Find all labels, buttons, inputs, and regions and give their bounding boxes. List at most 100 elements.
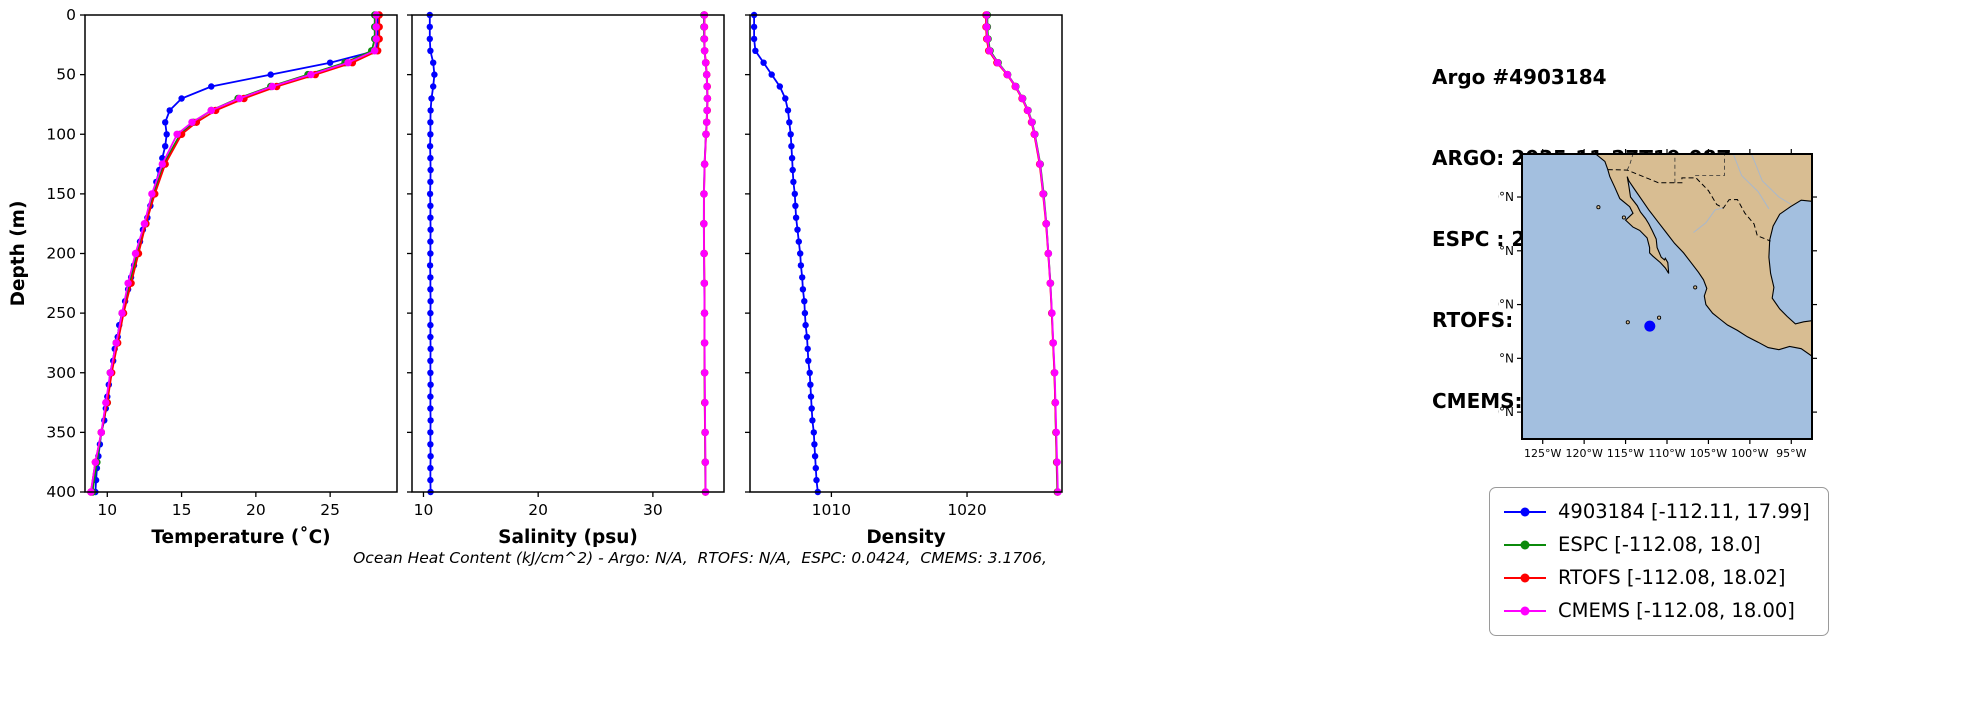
axes-frame bbox=[749, 14, 1063, 493]
y-axis-label: Depth (m) bbox=[8, 201, 29, 307]
data-point-marker bbox=[427, 166, 434, 174]
data-point-marker bbox=[808, 405, 815, 412]
data-point-marker bbox=[427, 119, 434, 126]
data-point-marker bbox=[427, 453, 434, 460]
y-tick-label: 400 bbox=[46, 483, 76, 501]
data-point-marker bbox=[1011, 82, 1020, 91]
data-point-marker bbox=[807, 381, 814, 388]
chart-temperature: 10 15 20 25050100150200250300350400Temperat… bbox=[8, 6, 398, 548]
data-point-marker bbox=[1042, 220, 1051, 228]
data-point-marker bbox=[148, 190, 156, 198]
data-point-marker bbox=[426, 143, 434, 150]
data-point-marker bbox=[1036, 160, 1044, 168]
data-point-marker bbox=[1046, 279, 1055, 287]
data-point-marker bbox=[701, 458, 710, 466]
island bbox=[1657, 315, 1662, 320]
x-tick-label: 25 bbox=[320, 501, 340, 519]
island bbox=[1596, 205, 1601, 210]
data-point-marker bbox=[776, 83, 783, 90]
data-point-marker bbox=[427, 405, 434, 412]
data-point-marker bbox=[805, 357, 812, 364]
data-point-marker bbox=[426, 190, 434, 198]
data-point-marker bbox=[703, 94, 712, 103]
data-point-marker bbox=[426, 35, 433, 43]
data-point-marker bbox=[806, 369, 813, 376]
legend-line-dot-marker bbox=[1504, 507, 1546, 517]
data-point-marker bbox=[427, 298, 434, 305]
map-lat-tick-label: 15°N bbox=[1498, 351, 1514, 365]
data-point-marker bbox=[789, 166, 796, 174]
data-point-marker bbox=[703, 118, 711, 127]
data-point-marker bbox=[703, 106, 711, 115]
data-point-marker bbox=[700, 220, 708, 228]
series-line bbox=[753, 15, 819, 493]
data-point-marker bbox=[427, 357, 434, 364]
data-point-marker bbox=[797, 262, 805, 269]
data-point-marker bbox=[750, 35, 758, 43]
series-4903184 bbox=[426, 11, 438, 496]
y-tick-label: 200 bbox=[46, 245, 76, 263]
x-tick-label: 10 bbox=[97, 501, 117, 519]
data-point-marker bbox=[750, 23, 758, 31]
data-point-marker bbox=[791, 190, 798, 198]
data-point-marker bbox=[700, 249, 708, 258]
data-point-marker bbox=[700, 35, 709, 43]
data-point-marker bbox=[795, 238, 802, 245]
data-point-marker bbox=[427, 47, 434, 54]
data-point-marker bbox=[1028, 118, 1036, 127]
data-point-marker bbox=[112, 339, 120, 347]
data-point-marker bbox=[371, 47, 379, 55]
data-point-marker bbox=[802, 321, 809, 329]
y-tick-label: 300 bbox=[46, 364, 76, 382]
data-point-marker bbox=[106, 369, 115, 377]
island bbox=[1621, 215, 1626, 220]
state-border bbox=[1626, 154, 1634, 171]
data-point-marker bbox=[700, 309, 709, 317]
data-point-marker bbox=[760, 59, 767, 66]
state-border bbox=[1695, 154, 1725, 176]
data-point-marker bbox=[97, 428, 106, 437]
data-point-marker bbox=[1044, 249, 1053, 258]
river-line bbox=[1693, 207, 1724, 233]
x-tick-label: 20 bbox=[246, 501, 266, 519]
data-point-marker bbox=[140, 220, 149, 228]
data-point-marker bbox=[207, 106, 215, 115]
data-point-marker bbox=[700, 47, 709, 55]
data-point-marker bbox=[427, 202, 434, 209]
data-point-marker bbox=[788, 154, 796, 162]
landmass bbox=[1594, 154, 1812, 357]
data-point-marker bbox=[812, 464, 819, 472]
data-point-marker bbox=[344, 59, 352, 67]
data-point-marker bbox=[102, 398, 110, 407]
data-point-marker bbox=[1052, 428, 1061, 437]
data-point-marker bbox=[804, 345, 811, 353]
data-point-marker bbox=[799, 274, 806, 281]
data-point-marker bbox=[752, 47, 759, 54]
data-point-marker bbox=[790, 178, 797, 186]
data-point-marker bbox=[427, 345, 434, 353]
legend-label: CMEMS [-112.08, 18.00] bbox=[1558, 599, 1795, 622]
data-point-marker bbox=[1049, 339, 1058, 347]
float-location-marker bbox=[1644, 320, 1656, 332]
data-point-marker bbox=[427, 274, 434, 281]
data-point-marker bbox=[430, 59, 437, 66]
map-lat-tick-label: 20°N bbox=[1498, 298, 1514, 312]
location-map: 30°N 25°N 20°N 15°N 10°N 125°W 120°W 115°W 110°W… bbox=[1498, 149, 1817, 460]
x-tick-label: 30 bbox=[643, 501, 663, 519]
data-point-marker bbox=[794, 226, 801, 233]
legend-label: ESPC [-112.08, 18.0] bbox=[1558, 533, 1761, 556]
data-point-marker bbox=[993, 59, 1002, 67]
data-point-marker bbox=[799, 286, 807, 293]
series-CMEMS bbox=[700, 11, 712, 496]
data-point-marker bbox=[427, 286, 434, 293]
data-point-marker bbox=[326, 59, 334, 66]
data-point-marker bbox=[1053, 458, 1061, 466]
data-point-marker bbox=[158, 160, 166, 168]
data-point-marker bbox=[162, 143, 169, 150]
map-lon-tick-label: 115°W bbox=[1607, 447, 1644, 460]
data-point-marker bbox=[700, 190, 708, 198]
data-point-marker bbox=[792, 202, 799, 209]
data-point-marker bbox=[427, 429, 434, 436]
data-point-marker bbox=[426, 262, 434, 269]
